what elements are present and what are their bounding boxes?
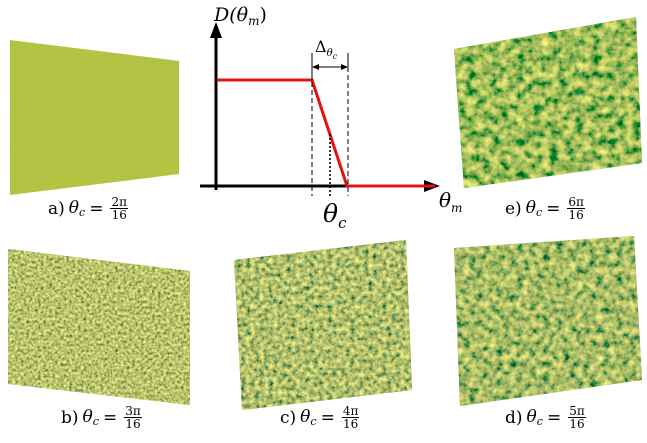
- surface-panel-e: [450, 5, 646, 195]
- caption-b-theta: θc: [82, 407, 99, 428]
- surface-panel-b: [4, 241, 196, 411]
- x-axis-label: θm: [439, 188, 462, 215]
- surface-image-e: [454, 17, 642, 188]
- delta-arrow-right: [341, 64, 348, 70]
- surface-image-c: [234, 240, 412, 410]
- surface-image-b: [8, 249, 190, 405]
- caption-d-theta: θc: [526, 407, 543, 428]
- cutoff-diagram-svg: D(θm) Δθc θm θc: [200, 4, 462, 232]
- surface-panel-a: [2, 28, 190, 196]
- surface-image-d: [454, 236, 642, 406]
- caption-e-fraction: 6π 16: [567, 195, 585, 222]
- caption-d: d) θc = 5π 16: [505, 404, 586, 431]
- theta-c-label: θc: [323, 199, 347, 228]
- caption-a-theta: θc: [68, 198, 86, 219]
- caption-a-fraction: 2π 16: [110, 195, 128, 222]
- caption-e-letter: e): [505, 198, 522, 219]
- caption-c: c) θc = 4π 16: [280, 404, 360, 431]
- delta-arrow-left: [312, 64, 319, 70]
- cutoff-diagram: D(θm) Δθc θm θc: [195, 0, 470, 232]
- delta-label: Δθc: [315, 37, 338, 61]
- caption-a-letter: a): [48, 198, 65, 219]
- caption-e-theta: θc: [525, 198, 543, 219]
- caption-b-fraction: 3π 16: [124, 404, 142, 431]
- caption-c-fraction: 4π 16: [341, 404, 360, 431]
- surface-panel-c: [228, 232, 418, 412]
- caption-d-fraction: 5π 16: [568, 404, 586, 431]
- y-axis-label: D(θm): [213, 4, 267, 28]
- caption-b: b) θc = 3π 16: [61, 404, 142, 431]
- caption-c-letter: c): [280, 407, 297, 428]
- caption-c-theta: θc: [300, 407, 317, 428]
- surface-panel-d: [450, 228, 646, 410]
- caption-e: e) θc = 6π 16: [505, 195, 585, 222]
- caption-b-letter: b): [61, 407, 79, 428]
- caption-d-letter: d): [505, 407, 523, 428]
- surface-image-a: [10, 40, 179, 195]
- cutoff-curve: [217, 78, 435, 188]
- y-axis-arrow: [210, 22, 222, 38]
- caption-a: a) θc = 2π 16: [48, 195, 128, 222]
